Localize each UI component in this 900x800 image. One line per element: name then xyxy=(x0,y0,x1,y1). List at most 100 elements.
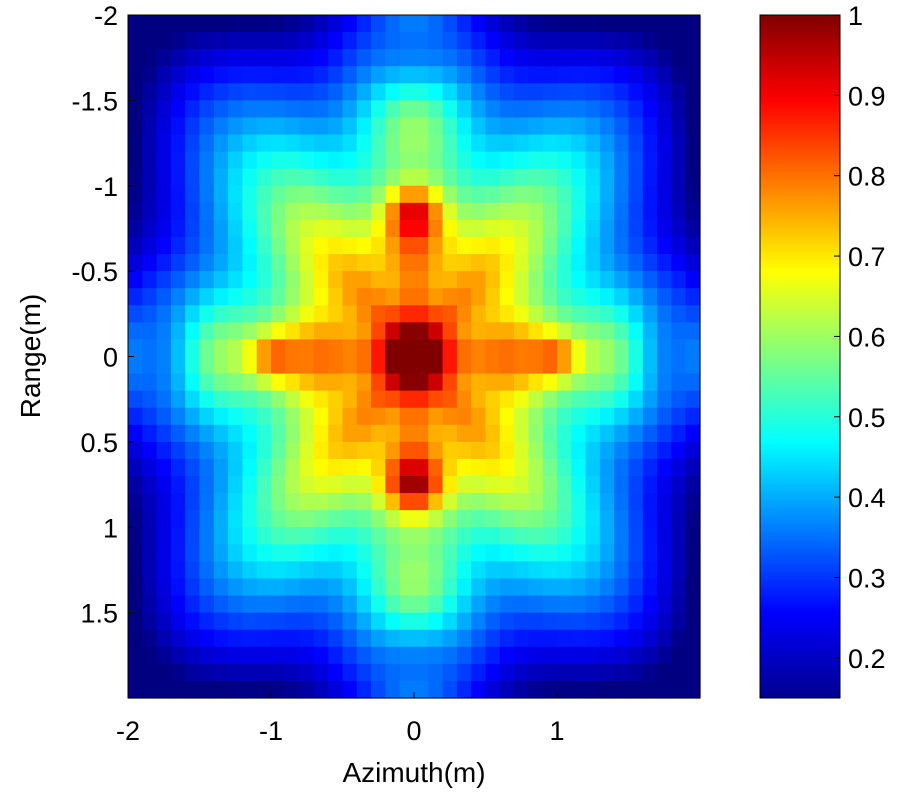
heatmap-cell xyxy=(213,629,229,648)
heatmap-cell xyxy=(256,680,272,699)
heatmap-cell xyxy=(528,288,544,306)
heatmap-cell xyxy=(456,544,472,562)
heatmap-cell xyxy=(442,561,458,580)
heatmap-cell xyxy=(399,493,415,511)
heatmap-cell xyxy=(414,441,429,460)
heatmap-cell xyxy=(256,83,272,101)
heatmap-cell xyxy=(528,100,544,119)
heatmap-cell xyxy=(456,83,472,101)
heatmap-cell xyxy=(342,527,358,545)
heatmap-cell xyxy=(285,288,301,306)
heatmap-cell xyxy=(313,493,329,511)
heatmap-cell xyxy=(242,83,258,101)
heatmap-cell xyxy=(471,271,487,289)
heatmap-cell xyxy=(228,305,243,323)
heatmap-cell xyxy=(499,219,515,238)
heatmap-cell xyxy=(342,595,358,614)
heatmap-cell xyxy=(628,356,644,375)
heatmap-cell xyxy=(185,339,201,358)
heatmap-cell xyxy=(485,32,501,50)
heatmap-cell xyxy=(414,390,429,409)
heatmap-cell xyxy=(185,663,201,682)
y-tick-label: -0.5 xyxy=(71,257,118,287)
heatmap-cell xyxy=(371,15,386,33)
heatmap-cell xyxy=(657,288,672,306)
heatmap-cell xyxy=(399,100,415,119)
heatmap-cell xyxy=(271,168,286,187)
heatmap-cell xyxy=(514,100,529,119)
heatmap-cell xyxy=(628,32,644,50)
heatmap-cell xyxy=(213,100,229,119)
heatmap-cell xyxy=(471,680,487,699)
heatmap-cell xyxy=(671,322,687,341)
heatmap-cell xyxy=(599,578,615,597)
heatmap-cell xyxy=(414,356,429,375)
heatmap-cell xyxy=(528,254,544,272)
heatmap-cell xyxy=(242,117,258,136)
heatmap-cell xyxy=(456,100,472,119)
heatmap-cell xyxy=(642,339,658,358)
heatmap-cell xyxy=(414,219,429,238)
heatmap-cell xyxy=(414,254,429,272)
heatmap-cell xyxy=(313,407,329,426)
y-tick-label: -1 xyxy=(94,172,118,202)
heatmap-cell xyxy=(471,168,487,187)
heatmap-cell xyxy=(685,544,701,562)
heatmap-cell xyxy=(571,322,587,341)
heatmap-cell xyxy=(499,305,515,323)
heatmap-cell xyxy=(185,151,201,170)
heatmap-cell xyxy=(299,117,315,136)
x-tick-label: -1 xyxy=(259,716,283,746)
heatmap-cell xyxy=(542,441,558,460)
heatmap-cell xyxy=(428,629,444,648)
heatmap-cell xyxy=(657,271,672,289)
heatmap-cell xyxy=(356,476,372,494)
heatmap-cell xyxy=(371,322,386,341)
heatmap-cell xyxy=(442,544,458,562)
heatmap-cell xyxy=(242,185,258,204)
heatmap-cell xyxy=(199,202,215,221)
heatmap-cell xyxy=(342,373,358,392)
heatmap-cell xyxy=(271,185,286,204)
heatmap-cell xyxy=(671,305,687,323)
heatmap-cell xyxy=(628,219,644,238)
heatmap-cell xyxy=(170,612,186,631)
heatmap-cell xyxy=(414,595,429,614)
heatmap-cell xyxy=(642,168,658,187)
heatmap-cell xyxy=(356,578,372,597)
heatmap-cell xyxy=(685,219,701,238)
heatmap-cell xyxy=(299,663,315,682)
heatmap-cell xyxy=(414,322,429,341)
heatmap-cell xyxy=(271,390,286,409)
heatmap-cell xyxy=(514,134,529,153)
heatmap-cell xyxy=(671,407,687,426)
heatmap-cell xyxy=(585,544,601,562)
heatmap-cell xyxy=(156,117,172,136)
heatmap-cell xyxy=(228,134,243,153)
heatmap-cell xyxy=(442,219,458,238)
heatmap-cell xyxy=(371,185,386,204)
heatmap-cell xyxy=(285,510,301,528)
heatmap-cell xyxy=(185,544,201,562)
heatmap-cell xyxy=(442,407,458,426)
heatmap-cell xyxy=(256,458,272,477)
heatmap-cell xyxy=(185,510,201,528)
heatmap-cell xyxy=(328,151,344,170)
heatmap-cell xyxy=(628,561,644,580)
heatmap-cell xyxy=(428,356,444,375)
heatmap-cell xyxy=(185,407,201,426)
heatmap-cell xyxy=(642,100,658,119)
heatmap-cell xyxy=(542,49,558,67)
heatmap-cell xyxy=(128,271,143,289)
heatmap-cell xyxy=(685,373,701,392)
heatmap-cell xyxy=(299,288,315,306)
heatmap-cell xyxy=(199,219,215,238)
heatmap-cell xyxy=(614,527,630,545)
heatmap-cell xyxy=(471,185,487,204)
heatmap-cell xyxy=(242,441,258,460)
heatmap-cell xyxy=(528,663,544,682)
heatmap-cell xyxy=(285,236,301,255)
heatmap-cell xyxy=(557,322,572,341)
heatmap-cell xyxy=(256,561,272,580)
heatmap-cell xyxy=(657,680,672,699)
